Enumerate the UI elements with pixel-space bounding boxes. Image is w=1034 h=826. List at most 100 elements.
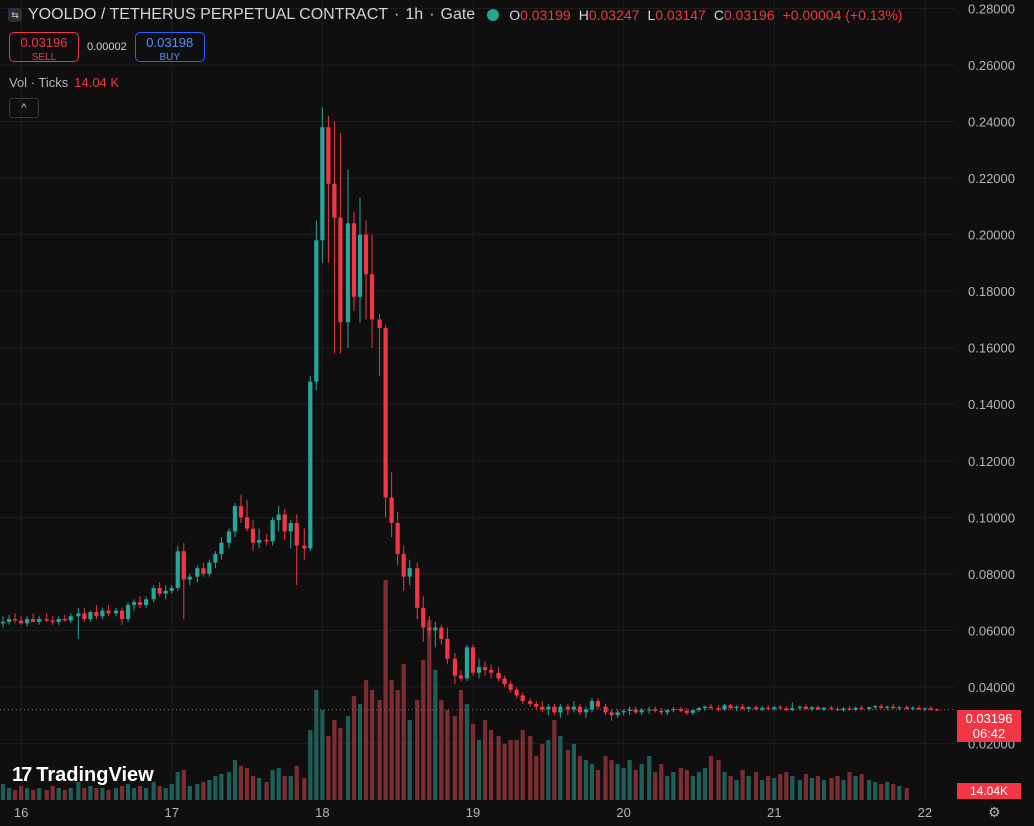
volume-bar: [696, 772, 702, 800]
volume-legend[interactable]: Vol · Ticks 14.04 K: [9, 75, 119, 90]
volume-bar: [407, 720, 412, 800]
candle-body: [332, 183, 337, 218]
candle-body: [496, 672, 501, 679]
volume-bar: [577, 756, 583, 800]
candle-body: [778, 707, 783, 709]
time-tick-label: 18: [315, 805, 329, 820]
volume-bar: [125, 784, 131, 800]
time-axis[interactable]: 16 17 18 19 20 21 22: [14, 805, 932, 820]
volume-bar: [615, 764, 620, 800]
candle-body: [740, 706, 745, 709]
high-label: H: [578, 7, 589, 23]
candle-body: [488, 669, 494, 673]
volume-bar: [345, 716, 351, 800]
candle-body: [125, 604, 131, 620]
volume-bar: [137, 786, 143, 800]
candle-body: [821, 707, 827, 710]
volume-bar: [6, 788, 12, 800]
volume-bar: [113, 788, 119, 800]
volume-bar: [647, 756, 652, 800]
candle-body: [897, 707, 902, 709]
volume-bar: [873, 782, 878, 800]
price-tick-label: 0.28000: [968, 1, 1015, 16]
candle-body: [797, 706, 802, 709]
candle-body: [910, 707, 915, 709]
volume-bar: [238, 766, 244, 800]
volume-bar: [633, 770, 638, 800]
candle-body: [383, 327, 388, 498]
volume-bar: [181, 770, 186, 800]
volume-bar: [144, 788, 149, 800]
candle-body: [137, 602, 143, 605]
candle-body: [238, 506, 244, 518]
settings-gear-icon[interactable]: ⚙: [988, 804, 1001, 820]
volume-bar: [363, 680, 369, 800]
collapse-legend-button[interactable]: ^: [9, 98, 39, 118]
volume-bar: [151, 782, 156, 800]
symbol-logo-icon[interactable]: ⇆: [8, 8, 22, 22]
candle-body: [603, 706, 608, 713]
candle-body: [151, 587, 156, 600]
candle-body: [433, 627, 438, 631]
candle-body: [18, 620, 24, 624]
candle-body: [207, 562, 212, 574]
candle-body: [338, 217, 343, 323]
candle-body: [169, 587, 174, 591]
volume-bar: [18, 786, 24, 800]
candle-body: [213, 554, 218, 563]
volume-bar: [256, 778, 262, 800]
volume-bar: [790, 776, 795, 800]
candle-body: [716, 708, 721, 710]
volume-bar: [427, 620, 432, 800]
candle-body: [722, 705, 727, 710]
volume-bar: [332, 720, 337, 800]
candle-body: [815, 707, 821, 710]
candle-body: [835, 708, 840, 711]
volume-bar: [294, 766, 299, 800]
symbol-name[interactable]: YOOLDO / TETHERUS PERPETUAL CONTRACT: [28, 6, 389, 23]
volume-bar: [690, 776, 696, 800]
candle-body: [395, 522, 400, 555]
candle-body: [847, 708, 852, 710]
volume-bar: [772, 778, 777, 800]
volume-bar: [583, 760, 589, 800]
candle-body: [369, 274, 375, 320]
volume-bar: [62, 790, 67, 800]
price-axis[interactable]: 0.020000.040000.060000.080000.100000.120…: [968, 1, 1015, 751]
price-tick-label: 0.04000: [968, 680, 1015, 695]
candle-body: [12, 619, 18, 621]
volume-bar: [627, 760, 632, 800]
volume-bar: [508, 740, 513, 800]
volume-bar: [534, 756, 539, 800]
candle-body: [621, 710, 626, 713]
volume-bar: [684, 770, 689, 800]
candle-body: [853, 707, 858, 710]
volume-bar: [603, 756, 608, 800]
interval-label[interactable]: 1h: [405, 6, 424, 23]
sell-button[interactable]: 0.03196 SELL: [9, 32, 79, 63]
candle-body: [922, 708, 927, 710]
candle-body: [113, 610, 119, 614]
high-value: 0.03247: [588, 7, 640, 23]
volume-bar: [421, 660, 426, 800]
volume-bar: [0, 784, 6, 800]
candle-body: [6, 619, 12, 622]
volume-bar: [653, 772, 658, 800]
candle-body: [377, 319, 382, 328]
candle-body: [627, 709, 632, 711]
buy-button[interactable]: 0.03198 BUY: [134, 32, 205, 63]
buy-label: BUY: [159, 52, 181, 63]
volume-bar: [157, 786, 162, 800]
volume-bar: [853, 776, 858, 800]
volume-bar: [395, 690, 400, 800]
time-tick-label: 21: [767, 805, 781, 820]
price-tick-label: 0.20000: [968, 228, 1015, 243]
candle-body: [867, 707, 872, 709]
candle-body: [458, 675, 464, 679]
buy-price: 0.03198: [146, 35, 194, 50]
price-tick-label: 0.26000: [968, 58, 1015, 73]
candle-body: [790, 708, 795, 711]
volume-bar: [270, 770, 275, 800]
candle-body: [565, 706, 570, 710]
